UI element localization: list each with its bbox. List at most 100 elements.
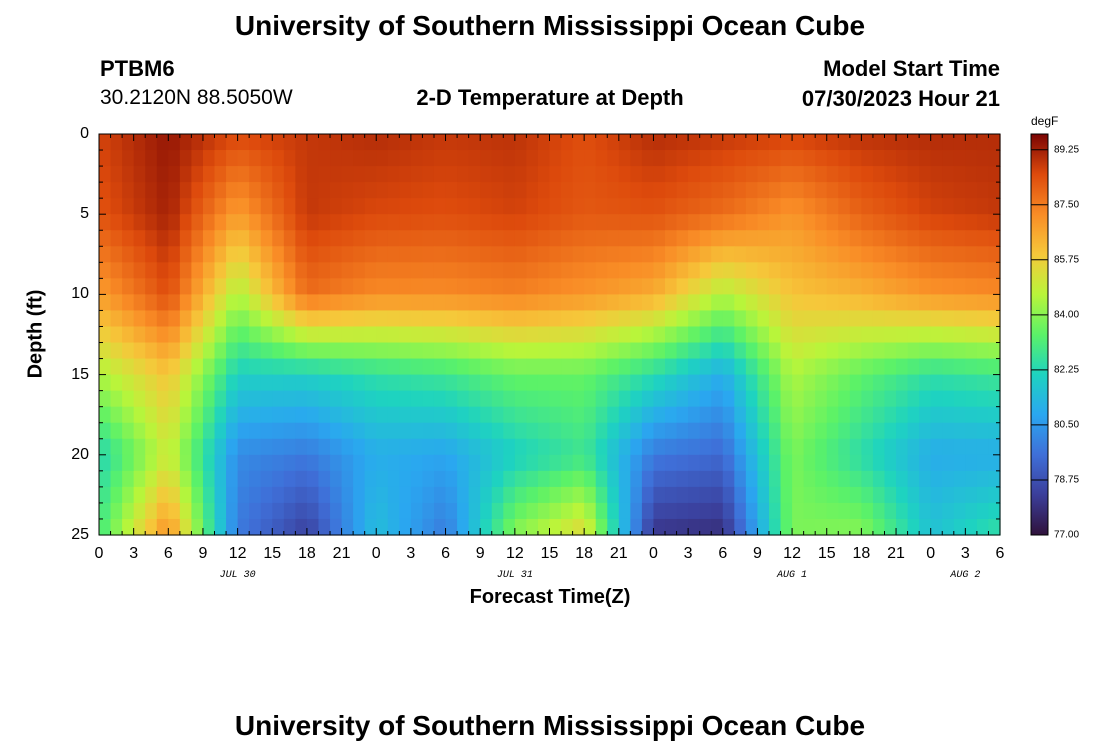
heatmap-cell: [179, 422, 193, 440]
heatmap-cell: [584, 454, 597, 472]
heatmap-cell: [584, 294, 597, 312]
heatmap-cell: [549, 134, 562, 151]
heatmap-cell: [237, 438, 250, 456]
heatmap-cell: [99, 150, 112, 167]
heatmap-cell: [295, 518, 308, 536]
heatmap-cell: [872, 470, 886, 488]
heatmap-cell: [433, 310, 447, 328]
heatmap-cell: [503, 406, 516, 424]
heatmap-cell: [526, 326, 539, 344]
heatmap-cell: [607, 246, 620, 263]
heatmap-cell: [110, 438, 123, 456]
heatmap-cell: [399, 390, 412, 408]
heatmap-cell: [283, 166, 296, 183]
heatmap-cell: [353, 294, 366, 312]
heatmap-cell: [618, 182, 631, 199]
heatmap-cell: [214, 470, 227, 488]
heatmap-cell: [861, 214, 874, 231]
heatmap-cell: [433, 182, 447, 199]
heatmap-cell: [780, 390, 793, 408]
heatmap-cell: [988, 486, 1001, 504]
heatmap-cell: [630, 422, 643, 440]
heatmap-cell: [364, 374, 377, 392]
heatmap-cell: [260, 454, 273, 472]
heatmap-cell: [214, 406, 227, 424]
heatmap-cell: [422, 358, 435, 376]
heatmap-cell: [214, 390, 227, 408]
heatmap-cell: [641, 182, 655, 199]
heatmap-cell: [711, 134, 724, 151]
heatmap-cell: [907, 182, 920, 199]
heatmap-cell: [122, 518, 135, 536]
heatmap-cell: [595, 454, 608, 472]
heatmap-cell: [468, 342, 481, 360]
x-tick-label: 18: [852, 545, 871, 562]
heatmap-cell: [595, 134, 608, 151]
heatmap-cell: [780, 246, 793, 263]
heatmap-cell: [953, 134, 966, 151]
heatmap-cell: [503, 198, 516, 215]
heatmap-cell: [295, 374, 308, 392]
date-label: AUG 2: [950, 570, 981, 581]
heatmap-cell: [122, 214, 135, 231]
heatmap-cell: [179, 358, 193, 376]
heatmap-cell: [433, 486, 447, 504]
heatmap-cell: [745, 198, 759, 215]
heatmap-cell: [768, 454, 782, 472]
heatmap-cell: [896, 326, 909, 344]
heatmap-cell: [330, 502, 343, 520]
heatmap-cell: [930, 374, 943, 392]
heatmap-cell: [133, 246, 146, 263]
heatmap-cell: [306, 518, 320, 536]
heatmap-cell: [815, 326, 828, 344]
heatmap-cell: [792, 454, 805, 472]
heatmap-cell: [364, 518, 377, 536]
heatmap-cell: [410, 134, 424, 151]
heatmap-cell: [480, 390, 493, 408]
heatmap-cell: [896, 406, 909, 424]
heatmap-cell: [595, 150, 608, 167]
heatmap-cell: [422, 342, 435, 360]
heatmap-cell: [399, 262, 412, 279]
heatmap-cell: [803, 182, 816, 199]
heatmap-cell: [549, 454, 562, 472]
heatmap-cell: [330, 310, 343, 328]
heatmap-cell: [630, 246, 643, 263]
heatmap-cell: [214, 358, 227, 376]
heatmap-cell: [722, 390, 735, 408]
heatmap-cell: [480, 214, 493, 231]
heatmap-cell: [376, 230, 389, 247]
heatmap-cell: [572, 406, 585, 424]
heatmap-cell: [306, 278, 320, 295]
heatmap-cell: [907, 518, 920, 536]
heatmap-cell: [907, 310, 920, 328]
heatmap-cell: [260, 326, 273, 344]
heatmap-cell: [768, 182, 782, 199]
heatmap-cell: [537, 358, 551, 376]
heatmap-cell: [457, 406, 470, 424]
heatmap-cell: [584, 342, 597, 360]
colorbar-tick-label: 82.25: [1054, 364, 1080, 376]
heatmap-cell: [561, 230, 574, 247]
heatmap-cell: [722, 230, 735, 247]
heatmap-cell: [919, 134, 932, 151]
heatmap-cell: [491, 262, 504, 279]
heatmap-cell: [618, 454, 631, 472]
heatmap-cell: [884, 150, 897, 167]
heatmap-cell: [445, 422, 458, 440]
heatmap-cell: [145, 182, 158, 199]
heatmap-cell: [191, 454, 204, 472]
heatmap-cell: [722, 326, 735, 344]
heatmap-cell: [688, 502, 701, 520]
heatmap-cell: [745, 230, 759, 247]
heatmap-cell: [641, 502, 655, 520]
heatmap-cell: [803, 406, 816, 424]
heatmap-cell: [561, 518, 574, 536]
heatmap-cell: [156, 390, 169, 408]
heatmap-cell: [145, 470, 158, 488]
heatmap-cell: [260, 150, 273, 167]
heatmap-cell: [930, 262, 943, 279]
heatmap-cell: [133, 470, 146, 488]
station-coordinates: 30.2120N 88.5050W: [100, 86, 293, 109]
heatmap-cell: [179, 470, 193, 488]
